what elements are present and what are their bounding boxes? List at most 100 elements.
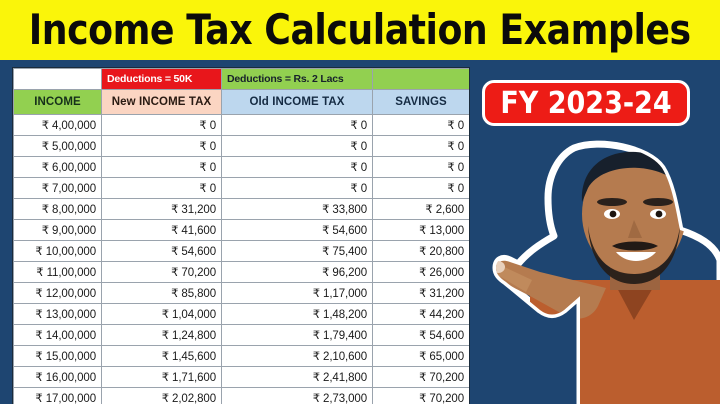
savings-cell: ₹ 70,200 bbox=[372, 387, 469, 404]
table-row: ₹ 17,00,000 ₹ 2,02,800 ₹ 2,73,000 ₹ 70,200 bbox=[13, 387, 469, 404]
old-tax-cell: ₹ 0 bbox=[221, 156, 373, 178]
table-row: ₹ 9,00,000 ₹ 41,600 ₹ 54,600 ₹ 13,000 bbox=[13, 219, 469, 241]
new-tax-cell: ₹ 1,04,000 bbox=[101, 303, 222, 325]
old-tax-cell: ₹ 33,800 bbox=[221, 198, 373, 220]
income-cell: ₹ 17,00,000 bbox=[13, 387, 102, 404]
page-title: Income Tax Calculation Examples bbox=[29, 5, 691, 54]
old-tax-cell: ₹ 1,79,400 bbox=[221, 324, 373, 346]
column-header-savings: SAVINGS bbox=[372, 89, 469, 115]
presenter-pupil-right bbox=[655, 210, 663, 218]
presenter-illustration bbox=[492, 140, 720, 404]
savings-cell: ₹ 54,600 bbox=[372, 324, 469, 346]
old-tax-cell: ₹ 0 bbox=[221, 135, 373, 157]
group-header-new-deductions: Deductions = 50K bbox=[101, 68, 222, 90]
fiscal-year-badge: FY 2023-24 bbox=[482, 80, 690, 126]
income-cell: ₹ 9,00,000 bbox=[13, 219, 102, 241]
table-row: ₹ 13,00,000 ₹ 1,04,000 ₹ 1,48,200 ₹ 44,200 bbox=[13, 303, 469, 325]
new-tax-cell: ₹ 1,45,600 bbox=[101, 345, 222, 367]
table-row: ₹ 6,00,000 ₹ 0 ₹ 0 ₹ 0 bbox=[13, 156, 469, 178]
income-cell: ₹ 16,00,000 bbox=[13, 366, 102, 388]
savings-cell: ₹ 26,000 bbox=[372, 261, 469, 283]
column-header-row: INCOME New INCOME TAX Old INCOME TAX SAV… bbox=[13, 89, 469, 115]
old-tax-cell: ₹ 1,48,200 bbox=[221, 303, 373, 325]
income-cell: ₹ 13,00,000 bbox=[13, 303, 102, 325]
presenter-fingertip bbox=[496, 261, 505, 273]
group-header-blank bbox=[13, 68, 102, 90]
new-tax-cell: ₹ 41,600 bbox=[101, 219, 222, 241]
savings-cell: ₹ 20,800 bbox=[372, 240, 469, 262]
income-cell: ₹ 8,00,000 bbox=[13, 198, 102, 220]
savings-cell: ₹ 0 bbox=[372, 156, 469, 178]
new-tax-cell: ₹ 0 bbox=[101, 114, 222, 136]
table-row: ₹ 15,00,000 ₹ 1,45,600 ₹ 2,10,600 ₹ 65,000 bbox=[13, 345, 469, 367]
savings-cell: ₹ 31,200 bbox=[372, 282, 469, 304]
old-tax-cell: ₹ 2,73,000 bbox=[221, 387, 373, 404]
new-tax-cell: ₹ 0 bbox=[101, 156, 222, 178]
new-tax-cell: ₹ 0 bbox=[101, 135, 222, 157]
presenter-beard bbox=[588, 226, 680, 284]
fiscal-year-label: FY 2023-24 bbox=[500, 85, 672, 121]
presenter-moustache bbox=[612, 241, 658, 251]
income-cell: ₹ 10,00,000 bbox=[13, 240, 102, 262]
old-tax-cell: ₹ 0 bbox=[221, 177, 373, 199]
table-row: ₹ 12,00,000 ₹ 85,800 ₹ 1,17,000 ₹ 31,200 bbox=[13, 282, 469, 304]
savings-cell: ₹ 0 bbox=[372, 177, 469, 199]
column-header-income: INCOME bbox=[13, 89, 102, 115]
new-tax-cell: ₹ 85,800 bbox=[101, 282, 222, 304]
table-row: ₹ 14,00,000 ₹ 1,24,800 ₹ 1,79,400 ₹ 54,600 bbox=[13, 324, 469, 346]
column-header-old-income-tax: Old INCOME TAX bbox=[221, 89, 373, 115]
old-tax-cell: ₹ 2,10,600 bbox=[221, 345, 373, 367]
savings-cell: ₹ 13,000 bbox=[372, 219, 469, 241]
new-tax-cell: ₹ 2,02,800 bbox=[101, 387, 222, 404]
presenter-eyebrow-right bbox=[643, 198, 673, 206]
table-row: ₹ 8,00,000 ₹ 31,200 ₹ 33,800 ₹ 2,600 bbox=[13, 198, 469, 220]
table-row: ₹ 5,00,000 ₹ 0 ₹ 0 ₹ 0 bbox=[13, 135, 469, 157]
old-tax-cell: ₹ 54,600 bbox=[221, 219, 373, 241]
table-row: ₹ 10,00,000 ₹ 54,600 ₹ 75,400 ₹ 20,800 bbox=[13, 240, 469, 262]
presenter-teeth bbox=[616, 252, 656, 261]
presenter-eyebrow-left bbox=[597, 198, 627, 206]
group-header-old-deductions: Deductions = Rs. 2 Lacs bbox=[221, 68, 373, 90]
table-head: Deductions = 50K Deductions = Rs. 2 Lacs… bbox=[13, 68, 469, 115]
savings-cell: ₹ 2,600 bbox=[372, 198, 469, 220]
old-tax-cell: ₹ 1,17,000 bbox=[221, 282, 373, 304]
old-tax-cell: ₹ 2,41,800 bbox=[221, 366, 373, 388]
income-tax-table: Deductions = 50K Deductions = Rs. 2 Lacs… bbox=[13, 68, 469, 404]
presenter-face bbox=[582, 154, 686, 274]
presenter-photo bbox=[470, 140, 720, 404]
income-cell: ₹ 5,00,000 bbox=[13, 135, 102, 157]
old-tax-cell: ₹ 0 bbox=[221, 114, 373, 136]
income-cell: ₹ 12,00,000 bbox=[13, 282, 102, 304]
group-header-savings-blank bbox=[372, 68, 469, 90]
new-tax-cell: ₹ 1,24,800 bbox=[101, 324, 222, 346]
savings-cell: ₹ 65,000 bbox=[372, 345, 469, 367]
new-tax-cell: ₹ 54,600 bbox=[101, 240, 222, 262]
savings-cell: ₹ 0 bbox=[372, 114, 469, 136]
income-cell: ₹ 11,00,000 bbox=[13, 261, 102, 283]
table-row: ₹ 11,00,000 ₹ 70,200 ₹ 96,200 ₹ 26,000 bbox=[13, 261, 469, 283]
new-tax-cell: ₹ 31,200 bbox=[101, 198, 222, 220]
title-banner: Income Tax Calculation Examples bbox=[0, 0, 720, 60]
new-tax-cell: ₹ 1,71,600 bbox=[101, 366, 222, 388]
group-header-row: Deductions = 50K Deductions = Rs. 2 Lacs bbox=[13, 68, 469, 90]
presenter-pupil-left bbox=[609, 210, 617, 218]
income-cell: ₹ 4,00,000 bbox=[13, 114, 102, 136]
income-cell: ₹ 15,00,000 bbox=[13, 345, 102, 367]
table-row: ₹ 4,00,000 ₹ 0 ₹ 0 ₹ 0 bbox=[13, 114, 469, 136]
income-cell: ₹ 7,00,000 bbox=[13, 177, 102, 199]
income-cell: ₹ 6,00,000 bbox=[13, 156, 102, 178]
new-tax-cell: ₹ 70,200 bbox=[101, 261, 222, 283]
old-tax-cell: ₹ 75,400 bbox=[221, 240, 373, 262]
presenter-body bbox=[496, 151, 720, 404]
column-header-new-income-tax: New INCOME TAX bbox=[101, 89, 222, 115]
savings-cell: ₹ 70,200 bbox=[372, 366, 469, 388]
presenter-nose bbox=[628, 220, 642, 238]
table-body: ₹ 4,00,000 ₹ 0 ₹ 0 ₹ 0 ₹ 5,00,000 ₹ 0 ₹ 0 ₹ 0 ₹ … bbox=[13, 114, 469, 404]
table-row: ₹ 16,00,000 ₹ 1,71,600 ₹ 2,41,800 ₹ 70,200 bbox=[13, 366, 469, 388]
income-cell: ₹ 14,00,000 bbox=[13, 324, 102, 346]
comparison-table: Deductions = 50K Deductions = Rs. 2 Lacs… bbox=[13, 68, 469, 404]
table-row: ₹ 7,00,000 ₹ 0 ₹ 0 ₹ 0 bbox=[13, 177, 469, 199]
old-tax-cell: ₹ 96,200 bbox=[221, 261, 373, 283]
savings-cell: ₹ 0 bbox=[372, 135, 469, 157]
